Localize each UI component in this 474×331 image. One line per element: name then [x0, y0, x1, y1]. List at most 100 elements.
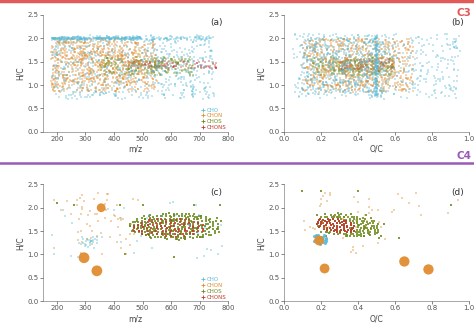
Point	[207, 49, 215, 54]
Point	[177, 35, 184, 40]
Point	[302, 65, 310, 71]
Point	[133, 80, 140, 85]
Point	[392, 84, 400, 90]
Point	[199, 222, 206, 228]
Point	[373, 62, 380, 68]
Point	[122, 34, 129, 40]
Point	[357, 49, 365, 55]
Point	[356, 77, 364, 82]
Point	[68, 35, 76, 40]
Point	[173, 216, 181, 222]
Point	[74, 229, 82, 234]
Point	[319, 221, 327, 226]
Point	[186, 72, 193, 78]
Point	[364, 69, 372, 74]
Point	[167, 56, 174, 61]
Point	[308, 43, 316, 48]
Point	[317, 189, 325, 194]
Point	[71, 47, 79, 52]
Point	[129, 79, 137, 85]
Point	[344, 79, 352, 84]
Point	[420, 77, 428, 82]
Point	[301, 65, 308, 71]
Point	[185, 218, 192, 223]
Point	[95, 53, 102, 58]
Point	[315, 37, 323, 42]
Point	[171, 231, 179, 237]
Point	[374, 93, 381, 98]
Point	[100, 87, 108, 92]
Point	[189, 228, 197, 234]
Point	[327, 58, 334, 64]
Point	[311, 71, 319, 77]
Point	[159, 88, 166, 94]
Point	[51, 70, 58, 75]
Point	[193, 33, 201, 38]
Point	[322, 60, 330, 65]
Point	[354, 65, 361, 70]
Point	[167, 81, 175, 86]
Point	[346, 52, 354, 58]
Point	[310, 82, 317, 88]
Point	[372, 41, 380, 47]
Point	[126, 35, 134, 40]
Point	[73, 55, 81, 60]
Point	[81, 38, 89, 43]
Point	[346, 218, 354, 224]
Point	[197, 36, 204, 41]
Point	[79, 74, 86, 79]
Point	[49, 35, 56, 41]
Point	[347, 58, 355, 63]
Point	[373, 59, 381, 65]
Point	[88, 54, 95, 59]
Point	[382, 62, 390, 67]
Point	[77, 36, 84, 41]
Point	[298, 63, 305, 68]
Point	[314, 220, 322, 226]
Point	[374, 84, 382, 89]
Point	[318, 62, 326, 67]
Point	[335, 59, 342, 65]
Point	[346, 91, 354, 96]
Point	[84, 49, 91, 54]
Point	[155, 58, 163, 64]
Point	[368, 84, 376, 89]
Point	[353, 69, 360, 74]
Point	[128, 86, 135, 91]
Point	[327, 88, 334, 93]
Point	[374, 92, 382, 97]
Point	[96, 72, 104, 78]
Point	[335, 54, 343, 59]
Point	[307, 52, 314, 57]
Point	[104, 52, 111, 57]
Point	[118, 34, 126, 40]
Point	[368, 33, 376, 39]
Point	[194, 220, 202, 225]
Point	[315, 92, 323, 97]
Point	[111, 35, 118, 40]
Point	[189, 70, 196, 75]
Point	[59, 74, 66, 80]
Point	[86, 243, 94, 248]
Point	[314, 56, 321, 62]
Point	[147, 69, 155, 74]
Point	[342, 56, 349, 61]
Point	[131, 68, 139, 73]
Point	[378, 83, 386, 88]
Point	[103, 66, 111, 71]
Point	[338, 63, 346, 68]
Point	[211, 62, 219, 67]
Point	[378, 46, 385, 52]
Point	[396, 50, 404, 56]
Point	[63, 76, 71, 82]
Point	[344, 63, 352, 68]
Point	[375, 53, 383, 58]
Point	[364, 34, 371, 39]
Point	[293, 36, 301, 42]
Point	[386, 52, 394, 57]
Point	[373, 82, 380, 88]
Point	[125, 69, 132, 74]
Point	[132, 88, 139, 93]
Point	[319, 79, 327, 85]
Point	[123, 79, 130, 84]
